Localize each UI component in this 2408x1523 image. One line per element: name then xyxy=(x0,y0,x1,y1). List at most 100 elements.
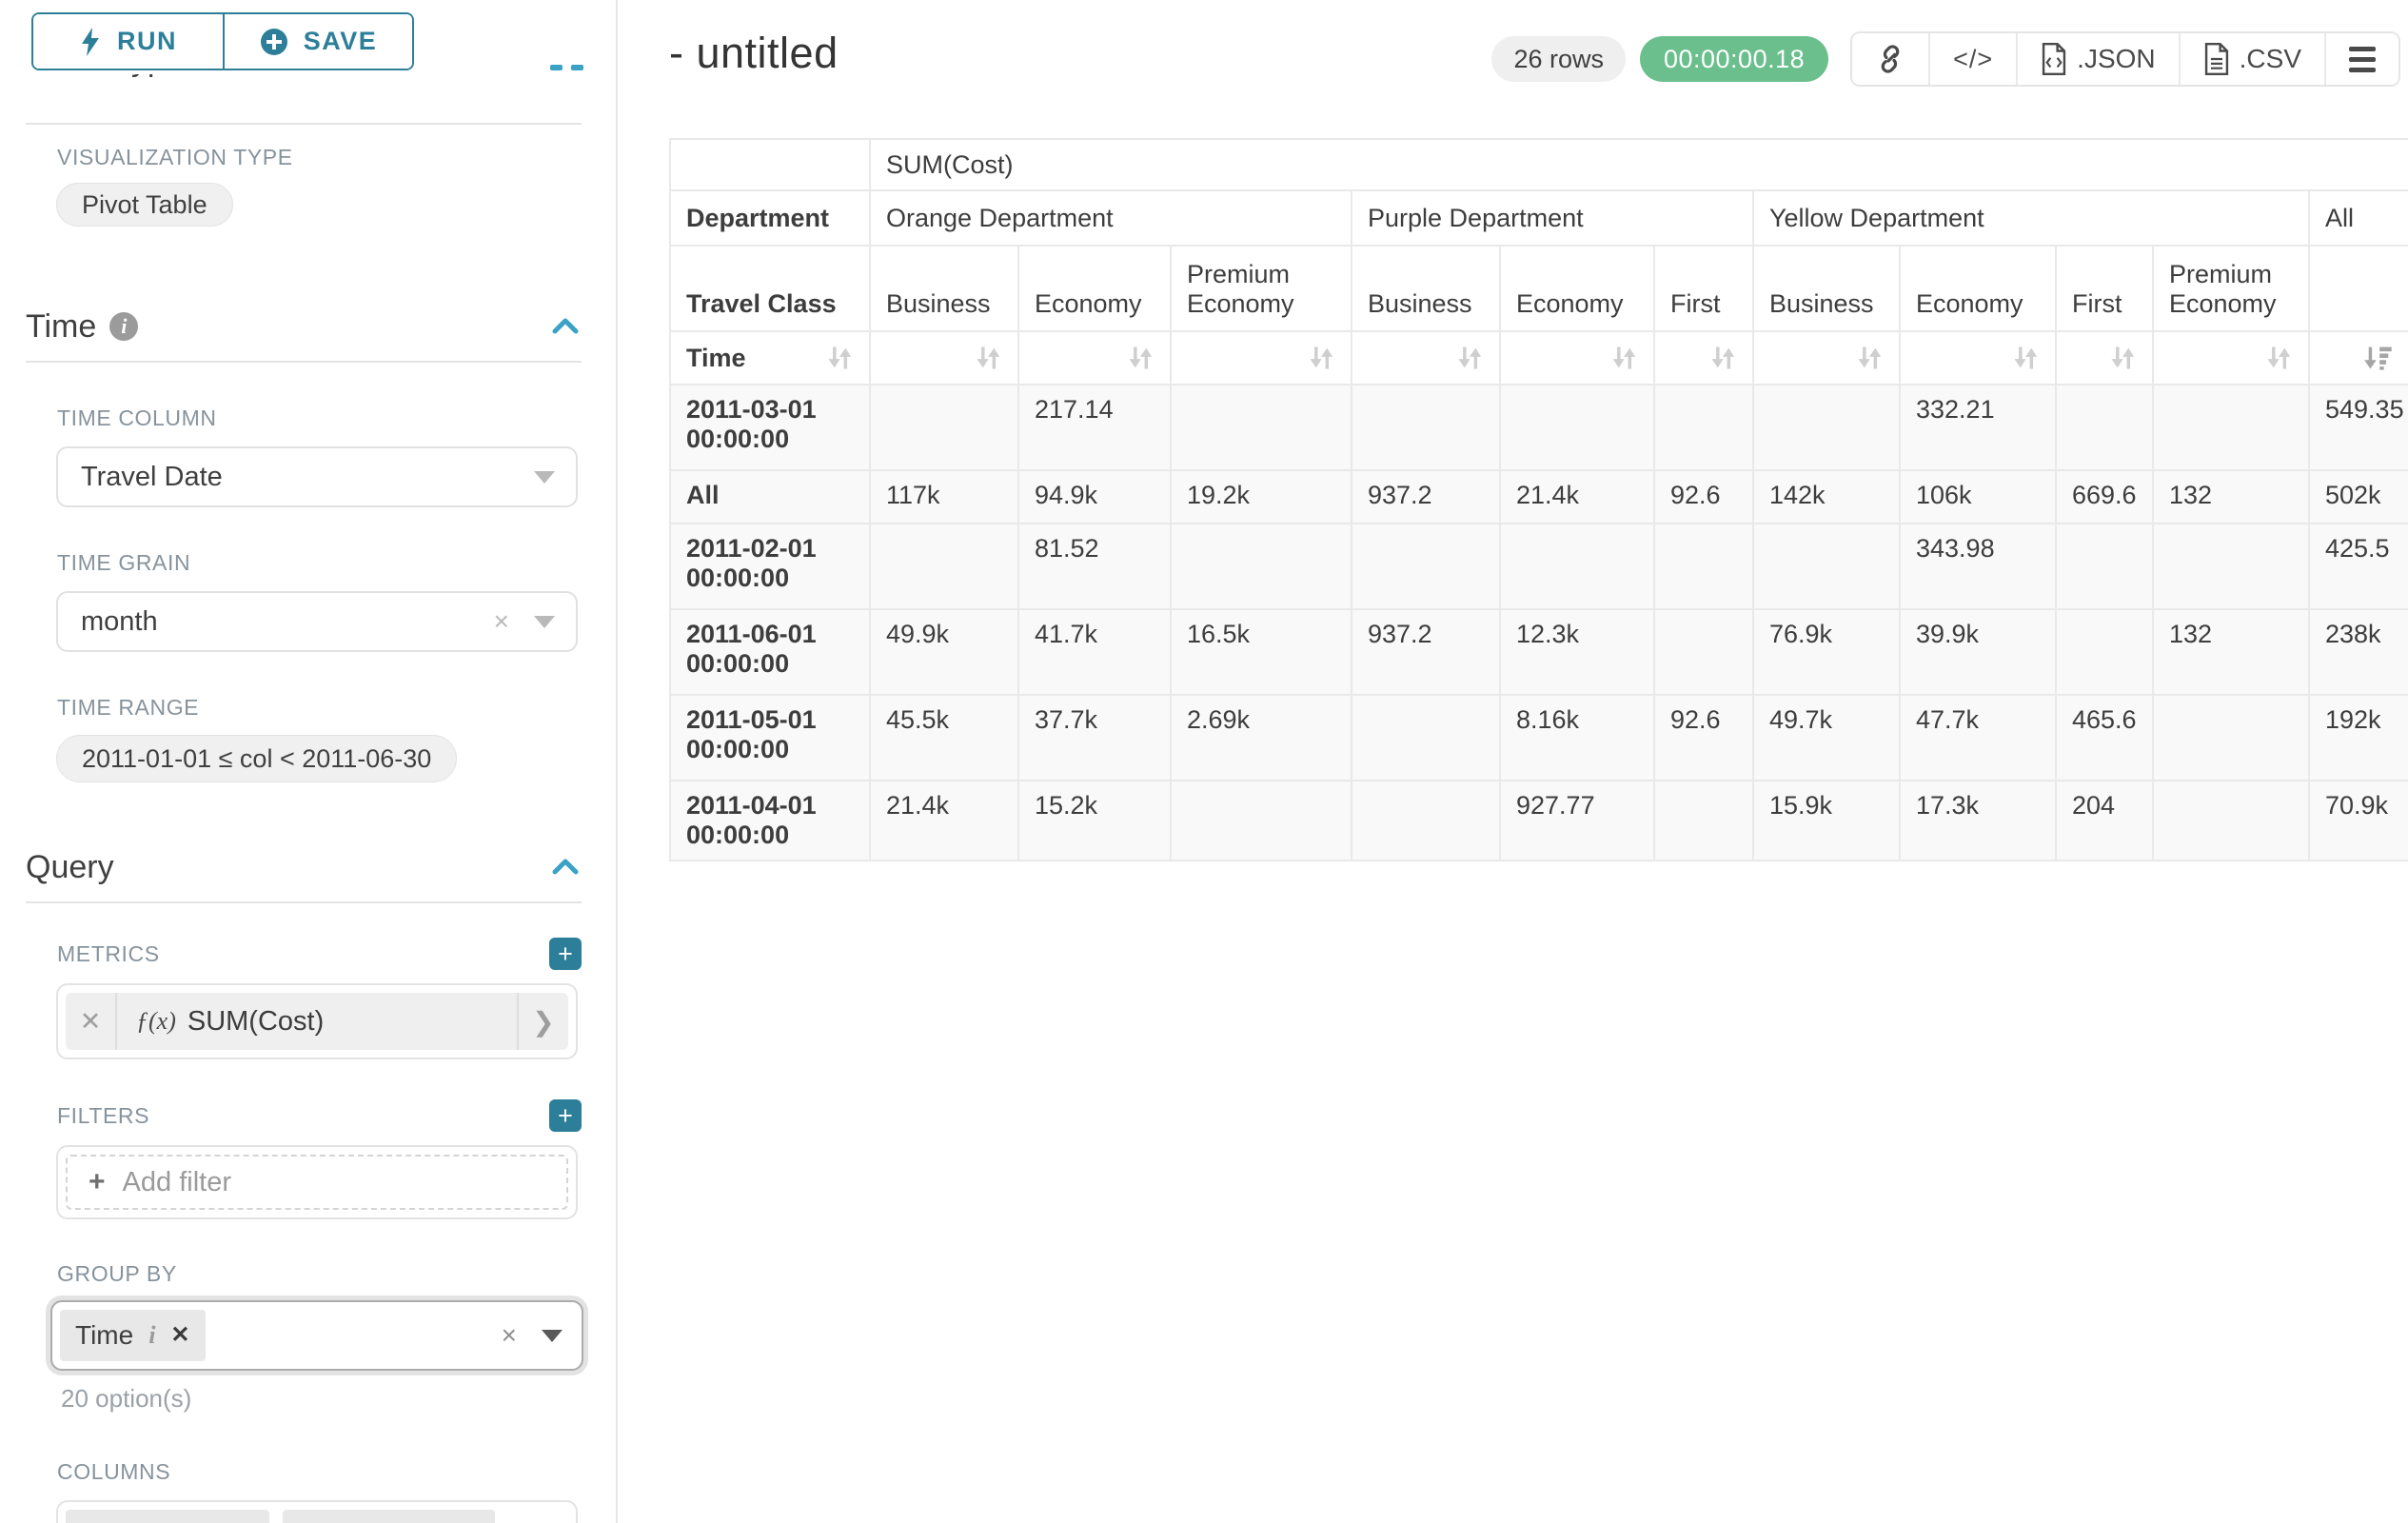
sort-icon[interactable] xyxy=(1609,345,1638,371)
sort-icon[interactable] xyxy=(1855,345,1884,371)
export-json-button[interactable]: .JSON xyxy=(2016,33,2179,85)
query-section-header[interactable]: Query xyxy=(26,849,582,885)
info-icon: i xyxy=(148,1321,156,1349)
sort-icon[interactable] xyxy=(974,345,1002,371)
sidebar-scroll-area[interactable]: VISUALIZATION TYPE Pivot Table Time i TI… xyxy=(0,0,616,1523)
cell: 343.98 xyxy=(1899,523,2057,610)
metrics-container: ✕ ƒ(x) SUM(Cost) ❯ xyxy=(56,983,578,1059)
sort-icon[interactable] xyxy=(2011,345,2040,371)
remove-tag-icon[interactable]: ✕ xyxy=(170,1322,190,1348)
add-filter-dropzone[interactable]: + Add filter xyxy=(66,1155,568,1210)
chevron-up-icon[interactable] xyxy=(551,317,580,336)
embed-code-button[interactable]: </> xyxy=(1928,33,2017,85)
time-column-value: Travel Date xyxy=(81,461,223,492)
cell xyxy=(2055,384,2154,471)
cell xyxy=(2152,780,2310,861)
lightning-icon xyxy=(82,27,99,56)
visualization-type-label: VISUALIZATION TYPE xyxy=(57,145,293,169)
function-icon: ƒ(x) xyxy=(136,1007,176,1035)
remove-metric-icon[interactable]: ✕ xyxy=(66,993,117,1050)
sort-icon[interactable] xyxy=(2108,345,2137,371)
sort-icon[interactable] xyxy=(825,345,854,371)
cell: 21.4k xyxy=(1499,469,1655,524)
metric-body[interactable]: ƒ(x) SUM(Cost) xyxy=(117,993,517,1050)
share-link-button[interactable] xyxy=(1852,33,1929,85)
time-section-header[interactable]: Time i xyxy=(26,308,582,345)
divider xyxy=(26,901,582,903)
time-range-pill[interactable]: 2011-01-01 ≤ col < 2011-06-30 xyxy=(56,735,458,782)
add-metric-button[interactable]: + xyxy=(549,938,582,970)
sort-icon[interactable] xyxy=(1455,345,1484,371)
cell: 117k xyxy=(869,469,1019,524)
metric-pill[interactable]: ✕ ƒ(x) SUM(Cost) ❯ xyxy=(66,993,568,1050)
control-panel-sidebar: Chart Type RUN SAVE VISUALIZATION TYPE P… xyxy=(0,0,618,1523)
sort-icon[interactable] xyxy=(1126,345,1155,371)
columns-tag-travel-class[interactable]: Travel Class ✕ xyxy=(283,1510,496,1523)
cell xyxy=(1499,523,1655,610)
cell: 41.7k xyxy=(1017,608,1172,696)
cell: 142k xyxy=(1752,469,1901,524)
chevron-right-icon[interactable]: ❯ xyxy=(517,993,568,1050)
sort-icon[interactable] xyxy=(1708,345,1737,371)
visualization-type-pill[interactable]: Pivot Table xyxy=(56,183,233,227)
cell xyxy=(1653,780,1754,861)
chevron-down-icon[interactable] xyxy=(542,1329,563,1342)
sort-column-header[interactable] xyxy=(1351,330,1501,386)
cell xyxy=(1170,780,1352,861)
time-section-title: Time xyxy=(26,307,97,345)
time-range-label: TIME RANGE xyxy=(57,695,200,720)
add-filter-button[interactable]: + xyxy=(549,1099,582,1132)
row-header: All xyxy=(669,469,871,524)
sort-descending-icon[interactable] xyxy=(2363,345,2394,371)
metric-header-cell: SUM(Cost) xyxy=(868,138,2408,191)
chart-type-caret-fragment xyxy=(571,65,583,70)
chevron-down-icon[interactable] xyxy=(534,615,555,628)
info-icon: i xyxy=(109,312,139,341)
columns-tag-department[interactable]: Department ✕ xyxy=(66,1510,270,1523)
divider xyxy=(26,123,582,125)
sort-column-header[interactable] xyxy=(2055,330,2154,386)
chart-title[interactable]: - untitled xyxy=(669,29,839,77)
table-row: All 117k 94.9k 19.2k 937.2 21.4k 92.6 14… xyxy=(669,469,2408,524)
sort-column-header[interactable] xyxy=(1170,330,1352,386)
group-by-tag[interactable]: Time i ✕ xyxy=(60,1310,206,1361)
sort-column-header-active[interactable] xyxy=(2307,330,2408,386)
add-filter-text: Add filter xyxy=(122,1166,231,1197)
cell: 39.9k xyxy=(1899,608,2057,696)
sort-column-header[interactable] xyxy=(1653,330,1754,386)
table-row: 2011-04-01 00:00:00 21.4k 15.2k 927.77 1… xyxy=(669,780,2408,861)
sort-column-header[interactable] xyxy=(1499,330,1655,386)
sort-column-header[interactable] xyxy=(2152,330,2310,386)
cell: 132 xyxy=(2152,469,2310,524)
time-column-select[interactable]: Travel Date xyxy=(56,446,578,507)
sort-icon[interactable] xyxy=(1307,345,1335,371)
cell: 21.4k xyxy=(869,780,1019,861)
cell: 45.5k xyxy=(869,694,1019,781)
export-csv-button[interactable]: .CSV xyxy=(2178,33,2324,85)
columns-select[interactable]: Department ✕ Travel Class ✕ × xyxy=(56,1500,578,1523)
sort-column-header[interactable] xyxy=(1752,330,1901,386)
sort-icon[interactable] xyxy=(2264,345,2293,371)
chevron-up-icon[interactable] xyxy=(551,858,580,877)
subcol-header: Business xyxy=(1752,245,1901,332)
run-save-button-group: RUN SAVE xyxy=(31,12,414,70)
sort-column-header[interactable] xyxy=(1899,330,2057,386)
save-button[interactable]: SAVE xyxy=(223,14,412,69)
menu-button[interactable] xyxy=(2324,33,2398,85)
cell: 927.77 xyxy=(1499,780,1655,861)
sidebar-topbar: RUN SAVE xyxy=(0,0,616,74)
clear-icon[interactable]: × xyxy=(501,1320,517,1350)
clear-icon[interactable]: × xyxy=(493,606,509,636)
sort-column-header[interactable] xyxy=(1017,330,1172,386)
group-by-select[interactable]: Time i ✕ × xyxy=(50,1300,583,1371)
run-button[interactable]: RUN xyxy=(33,14,223,69)
cell: 332.21 xyxy=(1899,384,2057,471)
sort-column-header[interactable] xyxy=(869,330,1019,386)
time-grain-select[interactable]: month × xyxy=(56,591,578,652)
json-file-icon xyxy=(2043,43,2066,75)
row-axis-header[interactable]: Time xyxy=(669,330,871,386)
cell xyxy=(2055,608,2154,696)
chevron-down-icon[interactable] xyxy=(534,470,555,484)
cell xyxy=(1752,384,1901,471)
cell: 2.69k xyxy=(1170,694,1352,781)
